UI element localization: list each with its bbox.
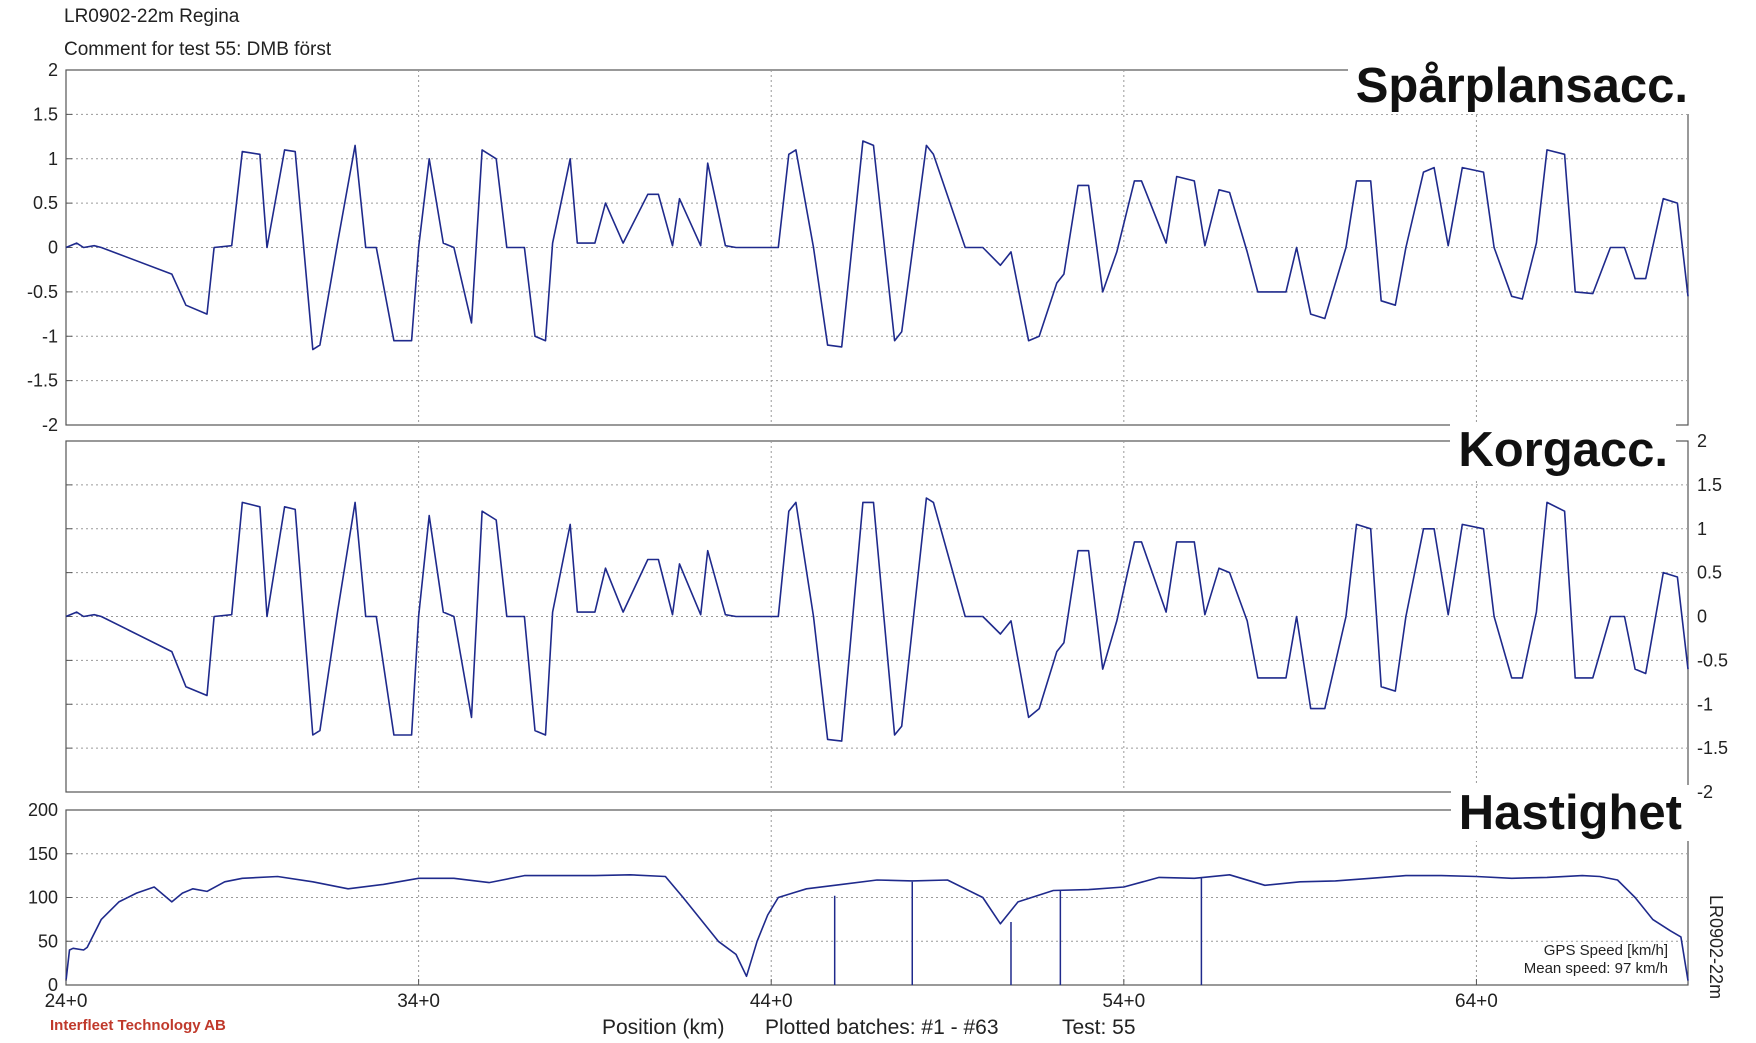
y-tick-label: -1.5 [1697, 738, 1728, 758]
y-tick-label: -1 [42, 326, 58, 346]
y-tick-label: 2 [1697, 431, 1707, 451]
y-tick-label: 0.5 [1697, 563, 1722, 583]
test-title: LR0902-22m Regina [64, 6, 240, 27]
test-comment: Comment for test 55: DMB först [64, 39, 332, 60]
legend-text: GPS Speed [km/h] [1544, 942, 1668, 959]
y-tick-label: 50 [38, 931, 58, 951]
y-tick-label: 200 [28, 800, 58, 820]
y-tick-label: -0.5 [1697, 650, 1728, 670]
y-tick-label: 0.5 [33, 193, 58, 213]
test-number: Test: 55 [1062, 1016, 1136, 1039]
side-label: LR0902-22m [1706, 895, 1726, 1000]
y-tick-label: -1 [1697, 694, 1713, 714]
plotted-batches: Plotted batches: #1 - #63 [765, 1016, 999, 1039]
series-line-speed [65, 873, 1689, 981]
y-tick-label: 0 [1697, 607, 1707, 627]
position-axis-label: Position (km) [602, 1016, 725, 1039]
y-tick-label: -0.5 [27, 282, 58, 302]
panel-title-body-acceleration: Korgacc. [1450, 422, 1676, 479]
y-tick-label: 1 [1697, 519, 1707, 539]
y-tick-label: 0 [48, 975, 58, 995]
legend-text: Mean speed: 97 km/h [1524, 960, 1668, 977]
y-tick-label: 0 [48, 238, 58, 258]
y-tick-label: 150 [28, 844, 58, 864]
series-line-track-acceleration [65, 140, 1689, 351]
x-tick-label: 24+0 [45, 991, 88, 1012]
x-tick-label: 44+0 [750, 991, 793, 1012]
panel-title-speed: Hastighet [1450, 785, 1690, 842]
x-tick-label: 64+0 [1455, 991, 1498, 1012]
y-tick-label: 100 [28, 888, 58, 908]
x-tick-label: 34+0 [397, 991, 440, 1012]
y-tick-label: 1 [48, 149, 58, 169]
company-name: Interfleet Technology AB [50, 1017, 226, 1034]
y-tick-label: -1.5 [27, 371, 58, 391]
y-tick-label: 2 [48, 60, 58, 80]
x-tick-label: 54+0 [1102, 991, 1145, 1012]
y-tick-label: 1.5 [33, 104, 58, 124]
y-tick-label: 1.5 [1697, 475, 1722, 495]
y-tick-label: -2 [42, 415, 58, 435]
y-tick-label: -2 [1697, 782, 1713, 802]
panel-title-track-acceleration: Spårplansacc. [1347, 58, 1696, 115]
series-line-body-acceleration [65, 497, 1689, 742]
